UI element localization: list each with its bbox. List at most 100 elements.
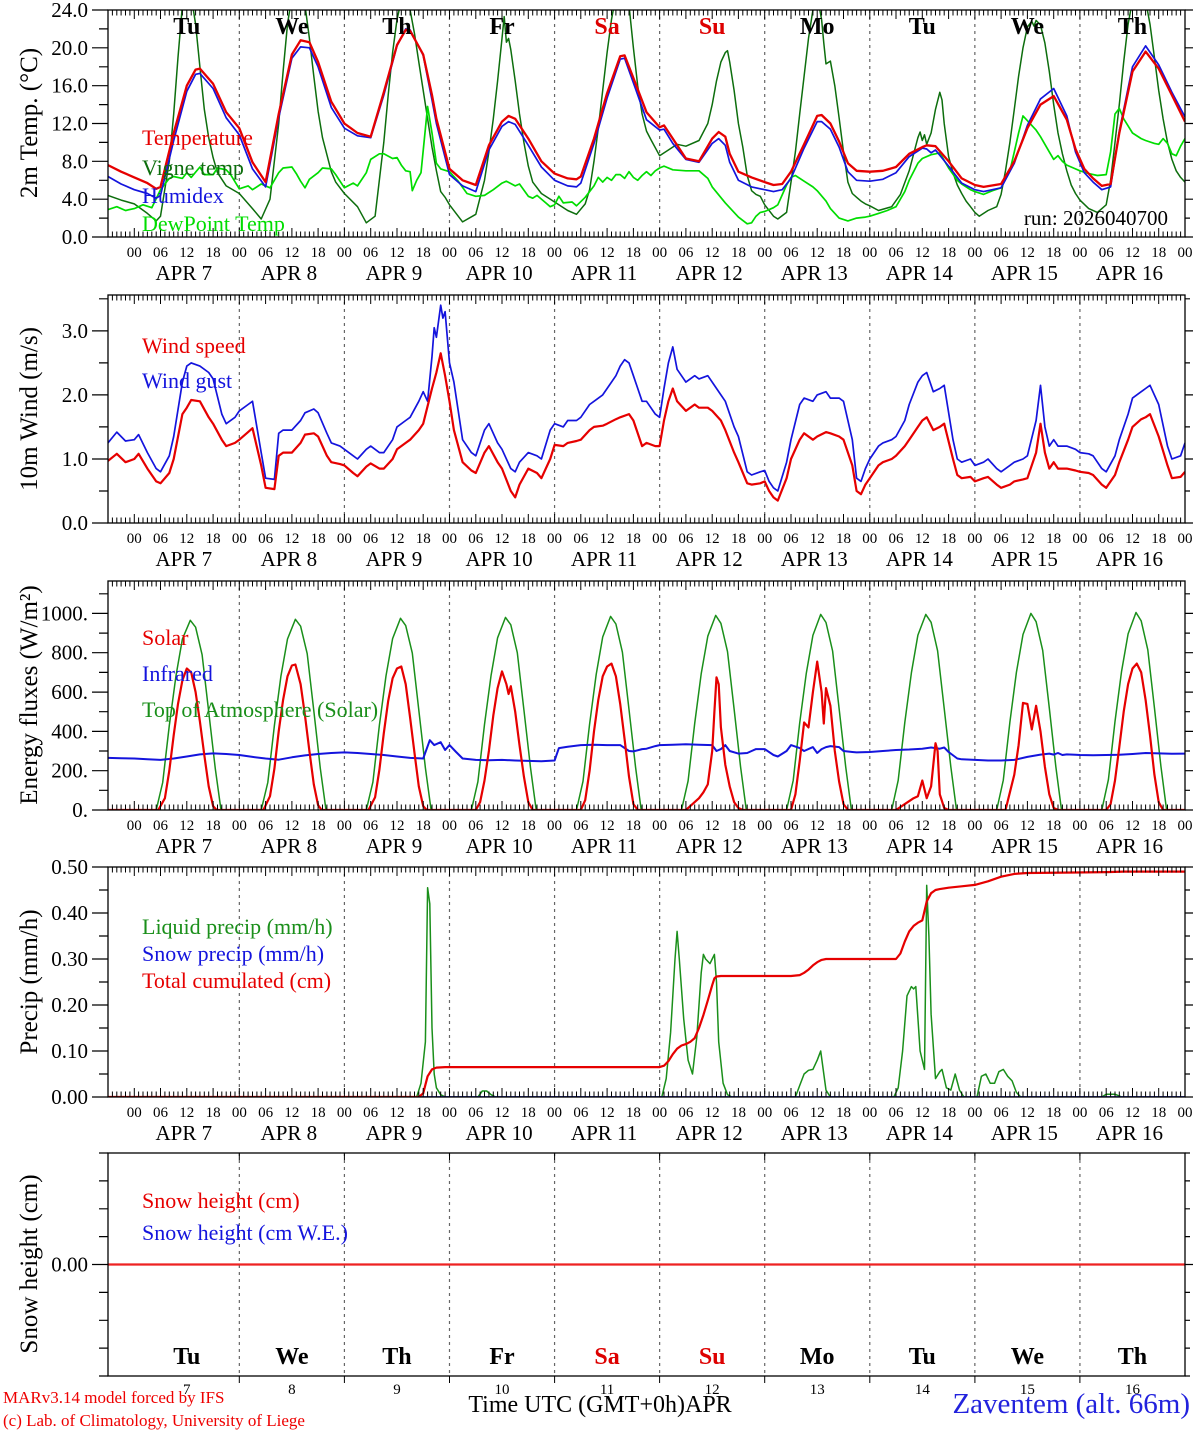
svg-text:00: 00 — [1178, 1105, 1193, 1121]
svg-text:06: 06 — [258, 818, 274, 834]
svg-text:06: 06 — [1099, 531, 1115, 547]
svg-text:1000.: 1000. — [41, 601, 88, 625]
svg-text:06: 06 — [153, 818, 169, 834]
svg-text:Mo: Mo — [800, 1344, 835, 1370]
svg-text:12: 12 — [284, 1105, 299, 1121]
svg-text:Fr: Fr — [489, 1344, 515, 1370]
svg-text:00: 00 — [652, 531, 667, 547]
svg-text:APR 7: APR 7 — [156, 261, 213, 285]
svg-text:APR 11: APR 11 — [571, 547, 637, 571]
svg-text:24.0: 24.0 — [51, 0, 88, 22]
svg-text:06: 06 — [573, 1105, 589, 1121]
svg-text:12.0: 12.0 — [51, 112, 88, 136]
svg-text:06: 06 — [363, 1105, 379, 1121]
svg-text:Vigne temp: Vigne temp — [142, 155, 244, 180]
svg-text:18: 18 — [626, 1105, 641, 1121]
svg-text:18: 18 — [1046, 245, 1061, 261]
svg-text:12: 12 — [1125, 1105, 1140, 1121]
svg-text:00: 00 — [232, 531, 247, 547]
station-label: Zaventem (alt. 66m) — [952, 1388, 1190, 1420]
svg-text:12: 12 — [705, 531, 720, 547]
svg-text:06: 06 — [783, 245, 799, 261]
svg-text:18: 18 — [836, 818, 851, 834]
svg-text:APR 10: APR 10 — [465, 261, 532, 285]
svg-text:12: 12 — [389, 818, 404, 834]
svg-text:APR 15: APR 15 — [991, 261, 1058, 285]
svg-text:00: 00 — [757, 818, 772, 834]
svg-text:00: 00 — [652, 1105, 667, 1121]
svg-text:18: 18 — [1151, 818, 1166, 834]
svg-text:06: 06 — [678, 531, 694, 547]
svg-text:4.0: 4.0 — [62, 187, 88, 211]
svg-text:06: 06 — [1099, 818, 1115, 834]
svg-text:18: 18 — [1151, 531, 1166, 547]
svg-text:18: 18 — [1151, 1105, 1166, 1121]
credit-line-1: MARv3.14 model forced by IFS — [3, 1388, 225, 1407]
svg-text:18: 18 — [311, 245, 326, 261]
svg-text:12: 12 — [179, 1105, 194, 1121]
svg-text:8.0: 8.0 — [62, 149, 88, 173]
svg-text:00: 00 — [757, 1105, 772, 1121]
svg-text:12: 12 — [179, 245, 194, 261]
svg-text:20.0: 20.0 — [51, 36, 88, 60]
svg-text:00: 00 — [442, 1105, 457, 1121]
svg-text:APR 16: APR 16 — [1096, 1121, 1163, 1145]
svg-text:APR 16: APR 16 — [1096, 834, 1163, 858]
svg-text:10: 10 — [495, 1382, 510, 1398]
svg-text:2.0: 2.0 — [62, 383, 88, 407]
svg-text:06: 06 — [468, 818, 484, 834]
svg-text:12: 12 — [179, 818, 194, 834]
svg-text:APR 10: APR 10 — [465, 547, 532, 571]
svg-text:00: 00 — [127, 818, 142, 834]
svg-text:12: 12 — [284, 531, 299, 547]
svg-text:Wind speed: Wind speed — [142, 333, 246, 358]
svg-text:18: 18 — [1046, 818, 1061, 834]
svg-text:12: 12 — [1125, 245, 1140, 261]
svg-text:00: 00 — [1072, 531, 1087, 547]
svg-text:06: 06 — [994, 818, 1010, 834]
svg-text:APR 11: APR 11 — [571, 1121, 637, 1145]
svg-text:Tu: Tu — [909, 1344, 936, 1370]
svg-text:00: 00 — [1178, 818, 1193, 834]
svg-text:12: 12 — [810, 818, 825, 834]
svg-text:18: 18 — [521, 245, 536, 261]
svg-text:18: 18 — [626, 245, 641, 261]
svg-text:06: 06 — [363, 818, 379, 834]
svg-text:12: 12 — [495, 245, 510, 261]
svg-text:12: 12 — [705, 245, 720, 261]
svg-text:18: 18 — [626, 818, 641, 834]
svg-text:00: 00 — [547, 531, 562, 547]
svg-text:APR 13: APR 13 — [781, 547, 848, 571]
svg-text:0.0: 0.0 — [62, 511, 88, 535]
svg-text:12: 12 — [705, 1105, 720, 1121]
svg-text:APR 12: APR 12 — [676, 547, 743, 571]
svg-text:12: 12 — [915, 1105, 930, 1121]
svg-text:00: 00 — [1072, 245, 1087, 261]
svg-text:06: 06 — [1099, 245, 1115, 261]
svg-text:18: 18 — [836, 531, 851, 547]
svg-text:APR 12: APR 12 — [676, 834, 743, 858]
svg-text:0.20: 0.20 — [51, 993, 88, 1017]
svg-text:12: 12 — [1020, 531, 1035, 547]
svg-text:Su: Su — [699, 1344, 726, 1370]
svg-text:12: 12 — [600, 1105, 615, 1121]
svg-text:APR 7: APR 7 — [156, 547, 213, 571]
svg-text:18: 18 — [521, 1105, 536, 1121]
svg-text:06: 06 — [889, 1105, 905, 1121]
svg-text:APR 15: APR 15 — [991, 547, 1058, 571]
svg-text:18: 18 — [941, 818, 956, 834]
svg-text:12: 12 — [495, 1105, 510, 1121]
svg-text:Solar: Solar — [142, 625, 189, 650]
svg-text:18: 18 — [731, 245, 746, 261]
svg-text:APR 12: APR 12 — [676, 1121, 743, 1145]
svg-text:18: 18 — [521, 531, 536, 547]
svg-text:06: 06 — [678, 245, 694, 261]
svg-text:06: 06 — [258, 245, 274, 261]
svg-text:18: 18 — [731, 818, 746, 834]
svg-text:Tu: Tu — [173, 14, 200, 40]
svg-text:0.00: 0.00 — [51, 1085, 88, 1109]
svg-text:800.: 800. — [51, 641, 88, 665]
svg-text:00: 00 — [652, 245, 667, 261]
svg-text:18: 18 — [206, 245, 221, 261]
wind-axis-title: 10m Wind (m/s) — [16, 327, 43, 491]
